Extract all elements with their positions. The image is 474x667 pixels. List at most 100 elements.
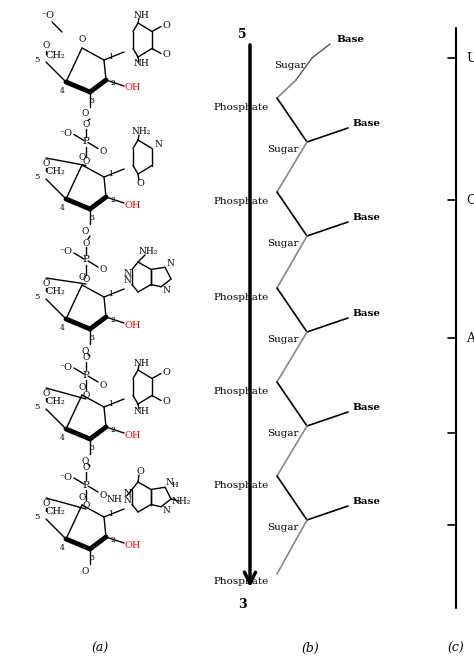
Text: NH: NH bbox=[106, 495, 122, 504]
Text: ⁻O: ⁻O bbox=[60, 129, 73, 138]
Text: Phosphate: Phosphate bbox=[214, 578, 269, 586]
Text: P: P bbox=[82, 480, 90, 490]
Text: N: N bbox=[162, 506, 170, 515]
Text: O: O bbox=[42, 388, 50, 398]
Text: 3: 3 bbox=[90, 214, 94, 222]
Text: CH₂: CH₂ bbox=[45, 51, 65, 59]
Text: NH₂: NH₂ bbox=[138, 247, 158, 257]
Text: O: O bbox=[82, 239, 90, 247]
Text: 1: 1 bbox=[109, 170, 113, 178]
Text: O: O bbox=[78, 273, 86, 281]
Text: O: O bbox=[136, 468, 144, 476]
Text: Sugar: Sugar bbox=[267, 430, 299, 438]
Text: O: O bbox=[78, 153, 86, 161]
Text: 2: 2 bbox=[110, 79, 116, 87]
Text: O: O bbox=[42, 159, 50, 167]
Text: O: O bbox=[82, 275, 90, 285]
Text: Sugar: Sugar bbox=[274, 61, 306, 71]
Text: Base: Base bbox=[352, 213, 380, 223]
Text: 1: 1 bbox=[109, 290, 113, 298]
Text: Sugar: Sugar bbox=[267, 524, 299, 532]
Text: N: N bbox=[123, 269, 131, 278]
Text: N: N bbox=[154, 140, 162, 149]
Text: OH: OH bbox=[125, 540, 141, 550]
Text: O: O bbox=[100, 265, 107, 275]
Text: 1: 1 bbox=[109, 510, 113, 518]
Text: 1: 1 bbox=[109, 53, 113, 61]
Text: O: O bbox=[42, 498, 50, 508]
Text: ⁻O: ⁻O bbox=[60, 362, 73, 372]
Text: O: O bbox=[82, 566, 89, 576]
Text: A: A bbox=[466, 331, 474, 344]
Text: O: O bbox=[42, 279, 50, 287]
Text: 5: 5 bbox=[34, 293, 40, 301]
Text: O: O bbox=[78, 382, 86, 392]
Text: O: O bbox=[162, 50, 170, 59]
Text: Phosphate: Phosphate bbox=[214, 482, 269, 490]
Text: OH: OH bbox=[125, 430, 141, 440]
Text: O: O bbox=[82, 390, 90, 400]
Text: Base: Base bbox=[336, 35, 364, 45]
Text: O: O bbox=[82, 464, 90, 472]
Text: N: N bbox=[123, 489, 131, 498]
Text: NH: NH bbox=[133, 11, 149, 21]
Text: NH₂: NH₂ bbox=[131, 127, 151, 137]
Text: Base: Base bbox=[352, 119, 380, 129]
Text: 2: 2 bbox=[110, 426, 116, 434]
Text: (c): (c) bbox=[447, 642, 465, 654]
Text: Phosphate: Phosphate bbox=[214, 293, 269, 303]
Text: ⁻O: ⁻O bbox=[42, 11, 55, 21]
Text: O: O bbox=[162, 21, 170, 30]
Text: 2: 2 bbox=[110, 316, 116, 324]
Text: O: O bbox=[82, 346, 89, 356]
Text: OH: OH bbox=[125, 83, 141, 93]
Text: P: P bbox=[82, 370, 90, 380]
Text: 5: 5 bbox=[34, 513, 40, 521]
Text: N: N bbox=[165, 478, 173, 487]
Text: OH: OH bbox=[125, 201, 141, 209]
Text: O: O bbox=[82, 456, 89, 466]
Text: 3: 3 bbox=[90, 97, 94, 105]
Text: Sugar: Sugar bbox=[267, 239, 299, 249]
Text: O: O bbox=[82, 109, 89, 119]
Text: Base: Base bbox=[352, 404, 380, 412]
Text: C: C bbox=[466, 193, 474, 207]
Text: 5: 5 bbox=[34, 56, 40, 64]
Text: 4: 4 bbox=[60, 544, 64, 552]
Text: 3: 3 bbox=[90, 444, 94, 452]
Text: 2: 2 bbox=[110, 196, 116, 204]
Text: 3: 3 bbox=[237, 598, 246, 610]
Text: 4: 4 bbox=[60, 324, 64, 332]
Text: N: N bbox=[166, 259, 174, 267]
Text: NH: NH bbox=[133, 59, 149, 69]
Text: O: O bbox=[82, 120, 90, 129]
Text: (a): (a) bbox=[91, 642, 109, 654]
Text: Phosphate: Phosphate bbox=[214, 388, 269, 396]
Text: CH₂: CH₂ bbox=[45, 508, 65, 516]
Text: O: O bbox=[78, 492, 86, 502]
Text: O: O bbox=[100, 490, 107, 500]
Text: 5: 5 bbox=[34, 403, 40, 411]
Text: ⁻O: ⁻O bbox=[60, 472, 73, 482]
Text: 1: 1 bbox=[109, 400, 113, 408]
Text: 3: 3 bbox=[90, 554, 94, 562]
Text: P: P bbox=[82, 255, 90, 265]
Text: O: O bbox=[42, 41, 50, 51]
Text: NH: NH bbox=[133, 406, 149, 416]
Text: NH: NH bbox=[133, 358, 149, 368]
Text: O: O bbox=[82, 500, 90, 510]
Text: Sugar: Sugar bbox=[267, 336, 299, 344]
Text: O: O bbox=[100, 380, 107, 390]
Text: 2: 2 bbox=[110, 536, 116, 544]
Text: U: U bbox=[466, 51, 474, 65]
Text: N: N bbox=[123, 276, 131, 285]
Text: 5: 5 bbox=[237, 27, 246, 41]
Text: NH₂: NH₂ bbox=[172, 496, 191, 506]
Text: H: H bbox=[172, 482, 178, 490]
Text: ⁻O: ⁻O bbox=[60, 247, 73, 257]
Text: Base: Base bbox=[352, 498, 380, 506]
Text: CH₂: CH₂ bbox=[45, 167, 65, 177]
Text: (b): (b) bbox=[301, 642, 319, 654]
Text: O: O bbox=[162, 368, 170, 377]
Text: 4: 4 bbox=[60, 87, 64, 95]
